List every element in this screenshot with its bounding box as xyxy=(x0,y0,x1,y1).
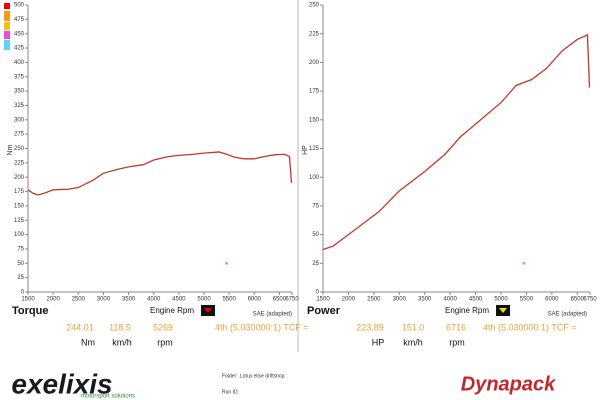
y-tick-label: 275 xyxy=(14,132,25,138)
y-tick-label: 325 xyxy=(14,103,25,109)
y-tick-label: 500 xyxy=(14,3,25,9)
x-tick-label: 2000 xyxy=(46,297,60,303)
x-tick-label: 3500 xyxy=(122,297,136,303)
unit: HP xyxy=(372,337,385,347)
reading: 244.01 xyxy=(66,322,94,332)
y-tick-label: 100 xyxy=(309,175,320,181)
y-tick-label: 100 xyxy=(14,232,25,238)
y-tick-label: 250 xyxy=(14,146,25,152)
y-tick-label: 25 xyxy=(17,275,24,281)
x-tick-label: 2500 xyxy=(72,297,86,303)
y-tick-label: 475 xyxy=(14,17,25,23)
panel-title: Power xyxy=(307,305,341,317)
y-tick-label: 450 xyxy=(14,31,25,37)
reading: 4th (5.030000:1) TCF = xyxy=(483,322,577,332)
y-axis-label: Nm xyxy=(7,144,14,155)
y-tick-label: 150 xyxy=(14,203,25,209)
x-tick-label: 4500 xyxy=(469,297,483,303)
y-tick-label: 150 xyxy=(309,117,320,123)
reading: 223.89 xyxy=(356,322,384,332)
marker xyxy=(225,261,229,265)
y-tick-label: 125 xyxy=(309,146,320,152)
curve xyxy=(27,151,293,196)
x-tick-label: 2000 xyxy=(342,297,356,303)
y-tick-label: 200 xyxy=(309,60,320,66)
y-tick-label: 200 xyxy=(14,175,25,181)
y-tick-label: 0 xyxy=(316,290,320,296)
swatch xyxy=(4,40,10,50)
y-tick-label: 350 xyxy=(14,89,25,95)
marker xyxy=(522,261,526,265)
y-tick-label: 75 xyxy=(312,203,319,209)
x-tick-label: 5500 xyxy=(520,297,534,303)
y-tick-label: 400 xyxy=(14,60,25,66)
swatch xyxy=(4,22,10,30)
x-tick-label: 3000 xyxy=(97,297,111,303)
unit: Nm xyxy=(81,337,95,347)
panel-title: Torque xyxy=(12,305,48,317)
x-axis-label: Engine Rpm xyxy=(150,306,194,315)
folder: Lotus elise driftshop xyxy=(240,373,285,379)
reading: 151.0 xyxy=(402,322,425,332)
brand: exelixis xyxy=(11,368,112,399)
x-tick-label: 2500 xyxy=(367,297,381,303)
y-tick-label: 300 xyxy=(14,117,25,123)
x-tick-label: 6750 xyxy=(583,297,597,303)
x-tick-label: 6000 xyxy=(248,297,262,303)
x-tick-label: 5500 xyxy=(222,297,236,303)
y-tick-label: 375 xyxy=(14,74,25,80)
y-tick-label: 50 xyxy=(312,232,319,238)
y-tick-label: 225 xyxy=(309,31,320,37)
x-axis-label: Engine Rpm xyxy=(445,306,489,315)
y-tick-label: 425 xyxy=(14,46,25,52)
unit: km/h xyxy=(403,337,423,347)
x-tick-label: 5000 xyxy=(494,297,508,303)
reading: 4th (5.030000:1) TCF = xyxy=(215,322,309,332)
y-tick-label: 50 xyxy=(17,261,24,267)
y-tick-label: 0 xyxy=(21,290,25,296)
dropdown-arrow xyxy=(499,308,507,313)
reading: 118.5 xyxy=(109,322,131,332)
y-tick-label: 175 xyxy=(309,89,320,95)
folder-label: Folder: xyxy=(222,373,238,379)
y-tick-label: 75 xyxy=(17,247,24,253)
unit: km/h xyxy=(112,337,132,347)
note: SAE (adapted) xyxy=(253,312,292,318)
unit: rpm xyxy=(157,337,173,347)
x-tick-label: 1500 xyxy=(316,297,330,303)
tagline: motorsport solutions xyxy=(81,394,135,400)
note: SAE (adapted) xyxy=(548,312,587,318)
maker: Dynapack xyxy=(461,373,556,395)
background xyxy=(0,0,600,352)
y-tick-label: 175 xyxy=(14,189,25,195)
swatch xyxy=(4,11,10,21)
swatch xyxy=(4,31,10,39)
x-tick-label: 1500 xyxy=(21,297,35,303)
x-tick-label: 4500 xyxy=(172,297,186,303)
y-tick-label: 225 xyxy=(14,160,25,166)
x-tick-label: 4000 xyxy=(443,297,457,303)
y-tick-label: 25 xyxy=(312,261,319,267)
y-axis-label: HP xyxy=(302,145,309,155)
curve xyxy=(322,33,591,251)
swatch xyxy=(4,3,10,9)
x-tick-label: 6500 xyxy=(571,297,585,303)
y-tick-label: 250 xyxy=(309,3,320,9)
y-tick-label: 125 xyxy=(14,218,25,224)
x-tick-label: 4000 xyxy=(147,297,161,303)
x-tick-label: 6500 xyxy=(273,297,287,303)
reading: 5269 xyxy=(153,322,173,332)
x-tick-label: 6000 xyxy=(545,297,559,303)
x-tick-label: 3500 xyxy=(418,297,432,303)
unit: rpm xyxy=(449,337,465,347)
x-tick-label: 6750 xyxy=(285,297,299,303)
run-label: Run ID: xyxy=(222,389,239,395)
reading: 6716 xyxy=(446,322,466,332)
x-tick-label: 3000 xyxy=(393,297,407,303)
dropdown-arrow xyxy=(204,308,212,313)
x-tick-label: 5000 xyxy=(197,297,211,303)
